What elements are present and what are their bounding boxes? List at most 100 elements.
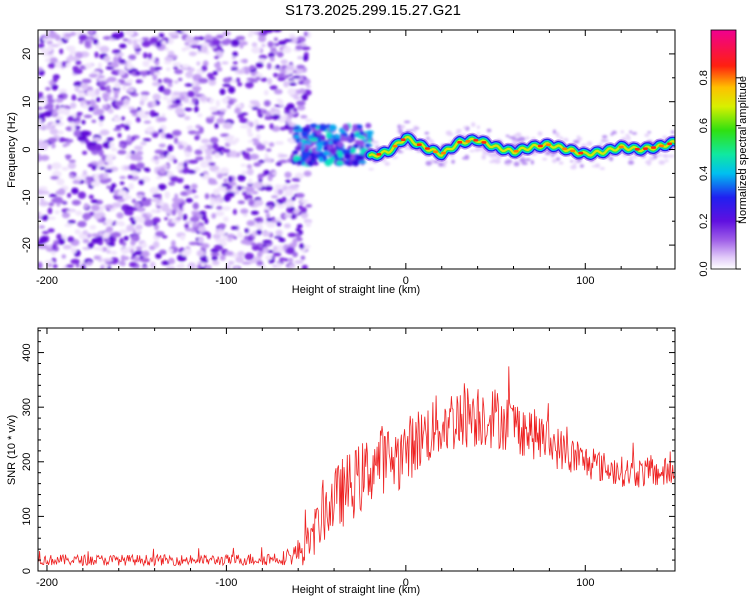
spectrogram-cell xyxy=(67,162,77,170)
signal-peak xyxy=(433,150,438,154)
spectrogram-cell xyxy=(293,96,301,100)
spectrogram-cell xyxy=(556,157,561,161)
spectrogram-cell xyxy=(246,220,256,227)
spectrogram-cell xyxy=(240,67,245,74)
spectrogram-cell xyxy=(140,94,149,102)
spectrogram-cell xyxy=(50,44,60,48)
spectrogram-cell xyxy=(228,175,233,183)
spectrogram-cell xyxy=(249,153,259,160)
spectrogram-cell xyxy=(192,202,199,210)
spectrogram-cell xyxy=(48,202,55,207)
spectrogram-cell xyxy=(184,83,194,87)
spectrogram-cell xyxy=(178,77,183,82)
spectrogram-cell xyxy=(142,213,148,218)
spectrogram-cell xyxy=(232,51,239,57)
spectrogram-cell xyxy=(323,146,329,151)
spectrogram-cell xyxy=(299,243,305,250)
spectrogram-cell xyxy=(69,174,75,179)
spectrogram-cell xyxy=(223,137,234,142)
spectrogram-cell xyxy=(300,199,309,204)
spectrogram-cell xyxy=(233,191,240,195)
spectrogram-cell xyxy=(150,198,160,202)
spectrogram-cell xyxy=(199,173,205,177)
spectrogram-cell xyxy=(191,210,198,214)
spectrogram-cell xyxy=(131,198,137,204)
spectrogram-cell xyxy=(397,124,402,129)
signal-peak xyxy=(400,138,406,141)
spectrogram-cell xyxy=(197,113,203,118)
spectrogram-cell xyxy=(215,200,221,205)
spectrogram-cell xyxy=(216,34,224,39)
spectrogram-cell xyxy=(111,32,121,40)
x-tick-label: 0 xyxy=(403,577,409,589)
spectrogram-cell xyxy=(396,151,404,153)
spectrogram-cell xyxy=(184,150,191,158)
spectrogram-cell xyxy=(70,247,77,254)
spectrogram-cell xyxy=(38,140,45,148)
spectrogram-cell xyxy=(247,182,254,187)
spectrogram-cell xyxy=(99,129,110,136)
spectrogram-cell xyxy=(198,236,204,244)
spectrogram-cell xyxy=(152,132,159,138)
spectrogram-cell xyxy=(185,198,193,203)
spectrogram-cell xyxy=(49,57,58,64)
colorbar-ticks: 0.0 0.2 0.4 0.6 0.8 xyxy=(698,70,741,277)
spectrogram-cell xyxy=(73,56,79,61)
spectrogram-cell xyxy=(233,236,238,240)
spectrogram-cell xyxy=(329,124,337,132)
spectrogram-cell xyxy=(185,227,194,232)
spectrogram-cell xyxy=(55,98,64,103)
spectrogram-cell xyxy=(186,189,193,195)
signal-peak xyxy=(424,147,430,150)
spectrogram-cell xyxy=(328,140,333,145)
spectrogram-cell xyxy=(256,144,266,151)
spectrogram-cell xyxy=(176,177,184,184)
spectrogram-cell xyxy=(249,121,254,128)
spectrogram-cell xyxy=(193,195,199,199)
spectrogram-cell xyxy=(78,39,84,45)
spectrogram-cell xyxy=(49,128,59,135)
spectrogram-cell xyxy=(172,61,182,67)
spectrogram-cell xyxy=(454,132,461,135)
signal-peak xyxy=(537,144,543,148)
signal-peak xyxy=(570,149,576,153)
spectrogram-cell xyxy=(180,191,189,196)
spectrogram-cell xyxy=(579,164,585,168)
spectrogram-cell xyxy=(40,47,50,55)
spectrogram-cell xyxy=(296,224,303,229)
spectrogram-cell xyxy=(133,145,143,151)
signal-peak xyxy=(416,143,422,146)
spectrogram-cell xyxy=(214,122,219,129)
spectrogram-cell xyxy=(276,230,283,237)
spectrogram-cell xyxy=(82,150,88,155)
spectrogram-cell xyxy=(644,133,650,137)
spectrogram-cell xyxy=(195,156,204,161)
spectrogram-cell xyxy=(94,143,103,152)
spectrogram-cell xyxy=(140,91,150,96)
spectrogram-cell xyxy=(99,45,110,53)
spectrogram-cell xyxy=(57,40,63,46)
spectrogram-cell xyxy=(172,129,182,137)
spectrogram-cell xyxy=(232,61,238,65)
spectrogram-cell xyxy=(65,154,71,161)
spectrogram-cell xyxy=(155,253,162,259)
spectrogram-cell xyxy=(305,221,312,228)
spectrogram-cell xyxy=(288,184,298,190)
spectrogram-cell xyxy=(56,233,62,240)
spectrogram-cell xyxy=(223,178,228,184)
spectrogram-cell xyxy=(425,160,432,166)
spectrogram-cell xyxy=(153,155,160,161)
spectrogram-cell xyxy=(241,261,252,265)
spectrogram-cell xyxy=(476,125,480,129)
spectrogram-cell xyxy=(126,78,134,84)
y-tick-label: -10 xyxy=(21,189,33,205)
spectrogram-cell xyxy=(164,47,169,51)
spectrogram-cell xyxy=(276,98,282,103)
spectrogram-cell xyxy=(291,196,296,202)
spectrogram-cell xyxy=(221,61,229,65)
spectrogram-cell xyxy=(356,154,365,161)
spectrogram-cell xyxy=(305,144,310,150)
spectrogram-cell xyxy=(292,251,298,258)
spectrogram-cell xyxy=(55,104,60,110)
spectrogram-cell xyxy=(114,100,124,107)
